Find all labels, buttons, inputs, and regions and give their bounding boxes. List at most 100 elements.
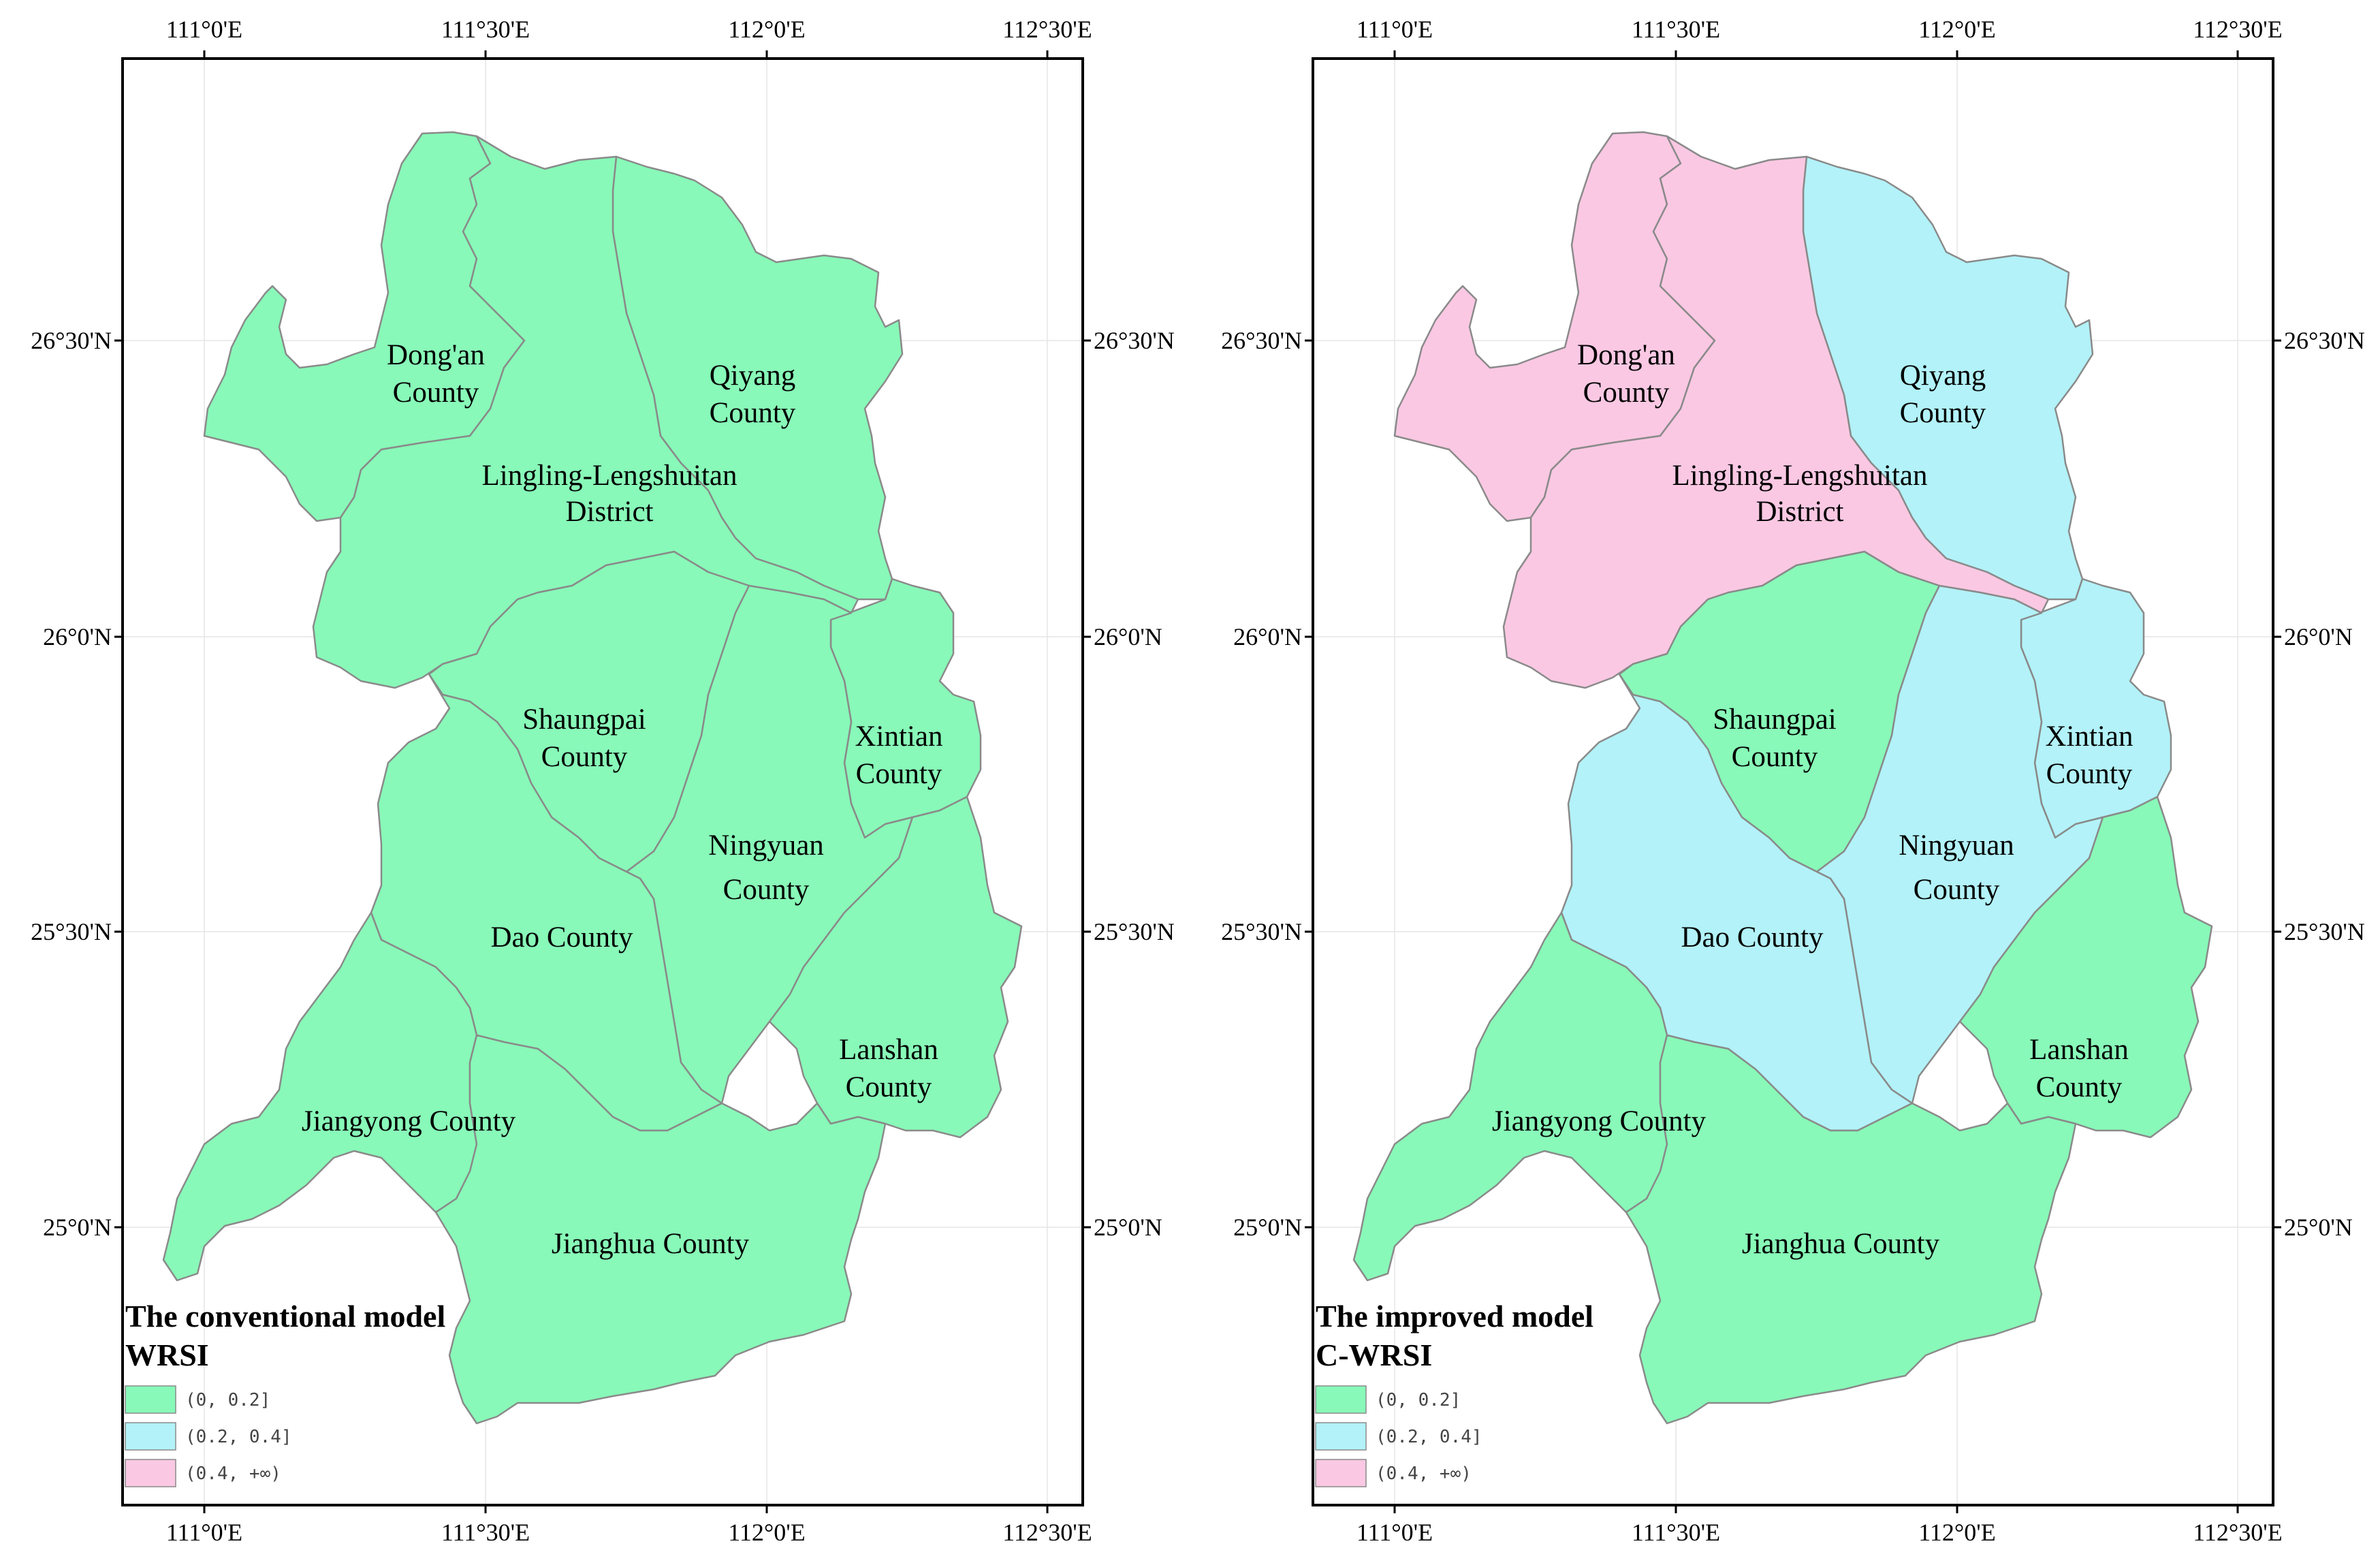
county-region-9 bbox=[434, 1034, 887, 1425]
legend-swatch bbox=[125, 1459, 176, 1487]
lon-label-top: 111°0'E bbox=[1356, 16, 1433, 43]
county-label: Dao County bbox=[1681, 921, 1824, 953]
lon-label-top: 112°30'E bbox=[1002, 16, 1092, 43]
county-label-line2: County bbox=[1900, 397, 1986, 429]
county-label-line2: County bbox=[723, 874, 810, 906]
lat-label-left: 26°0'N bbox=[43, 623, 112, 650]
legend: The improved model C-WRSI (0, 0.2] (0.2, 0.… bbox=[1315, 1299, 1593, 1487]
county-label: Dong'an bbox=[1577, 339, 1675, 371]
lat-label-left: 25°0'N bbox=[1233, 1214, 1302, 1241]
legend-title: The conventional model bbox=[125, 1299, 445, 1333]
map-conventional: Dong'an County Qiyang County Lingling-Lengsh… bbox=[31, 16, 1175, 1546]
legend-class-label: (0, 0.2] bbox=[1376, 1390, 1461, 1410]
county-region-7 bbox=[768, 795, 1023, 1139]
county-label-line2: County bbox=[1914, 874, 2000, 906]
lat-label-right: 26°30'N bbox=[2284, 327, 2365, 354]
legend-swatch bbox=[1315, 1422, 1367, 1451]
lon-label-bottom: 111°0'E bbox=[1356, 1519, 1433, 1546]
lat-label-left: 26°30'N bbox=[31, 327, 112, 354]
county-label: Shaungpai bbox=[1713, 704, 1837, 736]
county-label: Lanshan bbox=[2029, 1034, 2129, 1066]
map-panel-improved: Dong'an County Qiyang County Lingling-Lengsh… bbox=[1190, 0, 2380, 1563]
legend-swatch bbox=[125, 1385, 176, 1414]
county-label-line2: County bbox=[541, 741, 628, 773]
lon-label-top: 112°0'E bbox=[728, 16, 806, 43]
county-region-8 bbox=[1352, 911, 1668, 1282]
lon-label-top: 111°30'E bbox=[1632, 16, 1720, 43]
county-label: Jiangyong County bbox=[302, 1105, 516, 1137]
lon-label-bottom: 112°0'E bbox=[1918, 1519, 1996, 1546]
lat-label-left: 25°30'N bbox=[1221, 918, 1302, 945]
legend-title: The improved model bbox=[1316, 1299, 1593, 1333]
county-label: Lingling-Lengshuitan bbox=[1672, 460, 1928, 492]
legend: The conventional model WRSI (0, 0.2] (0.2, … bbox=[125, 1299, 445, 1487]
lon-label-bottom: 111°30'E bbox=[441, 1519, 530, 1546]
lat-label-right: 26°30'N bbox=[1094, 327, 1175, 354]
lon-label-bottom: 112°30'E bbox=[1002, 1519, 1092, 1546]
county-label-line2: County bbox=[846, 1071, 932, 1103]
lat-label-left: 26°30'N bbox=[1221, 327, 1302, 354]
lat-label-left: 25°0'N bbox=[43, 1214, 112, 1241]
county-region-4 bbox=[829, 578, 982, 839]
county-regions bbox=[162, 131, 1023, 1425]
legend-swatch bbox=[1315, 1459, 1367, 1487]
lat-label-left: 26°0'N bbox=[1233, 623, 1302, 650]
county-label: Lanshan bbox=[839, 1034, 938, 1066]
legend-class-label: (0.4, +∞) bbox=[185, 1464, 281, 1484]
legend-class-label: (0.2, 0.4] bbox=[185, 1427, 292, 1447]
lon-label-top: 111°0'E bbox=[166, 16, 242, 43]
county-label: Ningyuan bbox=[708, 830, 824, 862]
lon-label-bottom: 111°30'E bbox=[1632, 1519, 1720, 1546]
lat-label-right: 25°0'N bbox=[2284, 1214, 2353, 1241]
county-label-line2: County bbox=[1583, 377, 1670, 409]
map-frame bbox=[121, 57, 1084, 1506]
lat-label-right: 25°0'N bbox=[1094, 1214, 1162, 1241]
county-region-7 bbox=[1958, 795, 2213, 1139]
legend-class-label: (0.2, 0.4] bbox=[1376, 1427, 1482, 1447]
county-label-line2: County bbox=[2036, 1071, 2123, 1103]
county-label-line2: County bbox=[2046, 758, 2133, 790]
county-region-9 bbox=[1625, 1034, 2077, 1425]
lat-label-right: 26°0'N bbox=[2284, 623, 2353, 650]
legend-title-line2: C-WRSI bbox=[1316, 1338, 1432, 1372]
county-label-line2: County bbox=[856, 758, 942, 790]
legend-class-label: (0, 0.2] bbox=[185, 1390, 270, 1410]
lon-label-bottom: 112°30'E bbox=[2193, 1519, 2283, 1546]
legend-swatch bbox=[1315, 1385, 1367, 1414]
county-label: Qiyang bbox=[710, 360, 796, 392]
county-label: Shaungpai bbox=[522, 704, 646, 736]
county-label: Xintian bbox=[855, 721, 943, 753]
county-label-line2: District bbox=[566, 496, 654, 528]
county-label-line2: County bbox=[710, 397, 796, 429]
lon-label-top: 111°30'E bbox=[441, 16, 530, 43]
lon-label-top: 112°30'E bbox=[2193, 16, 2283, 43]
county-label: Jianghua County bbox=[552, 1228, 750, 1260]
county-label: Jiangyong County bbox=[1492, 1105, 1707, 1137]
map-frame bbox=[1312, 57, 2274, 1506]
county-region-8 bbox=[162, 911, 478, 1282]
county-label-line2: County bbox=[1732, 741, 1818, 773]
lon-label-bottom: 111°0'E bbox=[166, 1519, 242, 1546]
legend-title-line2: WRSI bbox=[125, 1338, 209, 1372]
county-label: Dong'an bbox=[387, 339, 485, 371]
county-label-line2: District bbox=[1756, 496, 1844, 528]
legend-swatch bbox=[125, 1422, 176, 1451]
lat-label-right: 26°0'N bbox=[1094, 623, 1162, 650]
map-improved: Dong'an County Qiyang County Lingling-Lengsh… bbox=[1221, 16, 2365, 1546]
legend-class-label: (0.4, +∞) bbox=[1376, 1464, 1472, 1484]
lon-label-bottom: 112°0'E bbox=[728, 1519, 806, 1546]
county-label: Jianghua County bbox=[1742, 1228, 1940, 1260]
county-label: Qiyang bbox=[1900, 360, 1986, 392]
lon-label-top: 112°0'E bbox=[1918, 16, 1996, 43]
county-label-line2: County bbox=[393, 377, 479, 409]
county-regions bbox=[1352, 131, 2213, 1425]
county-label: Dao County bbox=[490, 921, 633, 953]
lat-label-right: 25°30'N bbox=[2284, 918, 2365, 945]
county-label: Ningyuan bbox=[1899, 830, 2014, 862]
lat-label-left: 25°30'N bbox=[31, 918, 112, 945]
map-panel-conventional: Dong'an County Qiyang County Lingling-Lengsh… bbox=[31, 16, 1175, 1546]
county-label: Xintian bbox=[2046, 721, 2133, 753]
county-label: Lingling-Lengshuitan bbox=[482, 460, 737, 492]
county-region-4 bbox=[2020, 578, 2172, 839]
lat-label-right: 25°30'N bbox=[1094, 918, 1175, 945]
